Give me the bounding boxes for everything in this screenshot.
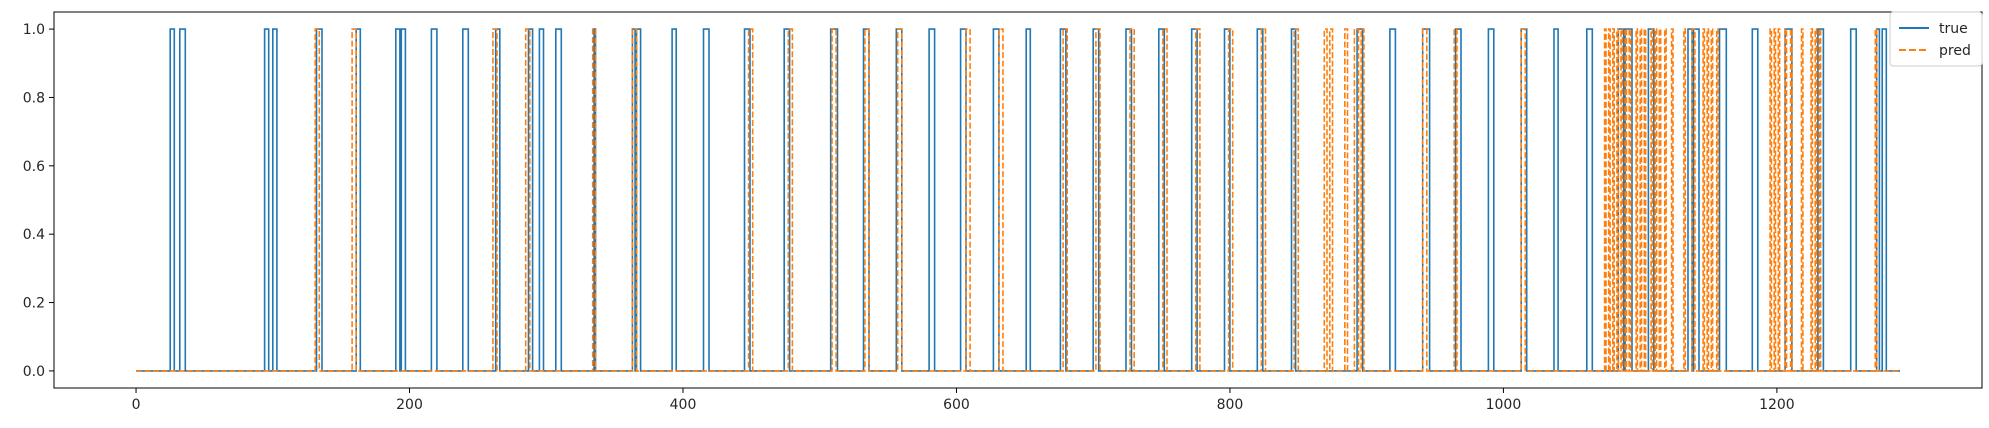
series-line-pred <box>136 28 1900 372</box>
x-tick-label: 800 <box>1217 397 1244 413</box>
x-tick-label: 1000 <box>1486 397 1522 413</box>
plot-area <box>136 28 1900 372</box>
y-tick-label: 0.8 <box>23 90 45 106</box>
x-tick-label: 400 <box>670 397 697 413</box>
x-tick-label: 0 <box>132 397 141 413</box>
y-tick-label: 1.0 <box>23 22 45 38</box>
axes: 0 200 400 600 800 1000 1200 0.0 0.2 0.4 0.6 0.8 1.0 <box>23 11 1983 413</box>
y-tick-label: 0.2 <box>23 296 45 312</box>
x-tick-label: 200 <box>396 397 423 413</box>
legend-box <box>1889 11 1983 67</box>
legend-label-pred: pred <box>1939 43 1971 59</box>
x-tick-label: 1200 <box>1759 397 1795 413</box>
axes-frame <box>53 11 1983 389</box>
legend-label-true: true <box>1939 21 1968 37</box>
x-tick-label: 600 <box>943 397 970 413</box>
y-tick-label: 0.6 <box>23 159 45 175</box>
legend: true pred <box>1889 11 1983 67</box>
y-tick-label: 0.0 <box>23 364 45 380</box>
y-tick-label: 0.4 <box>23 227 45 243</box>
